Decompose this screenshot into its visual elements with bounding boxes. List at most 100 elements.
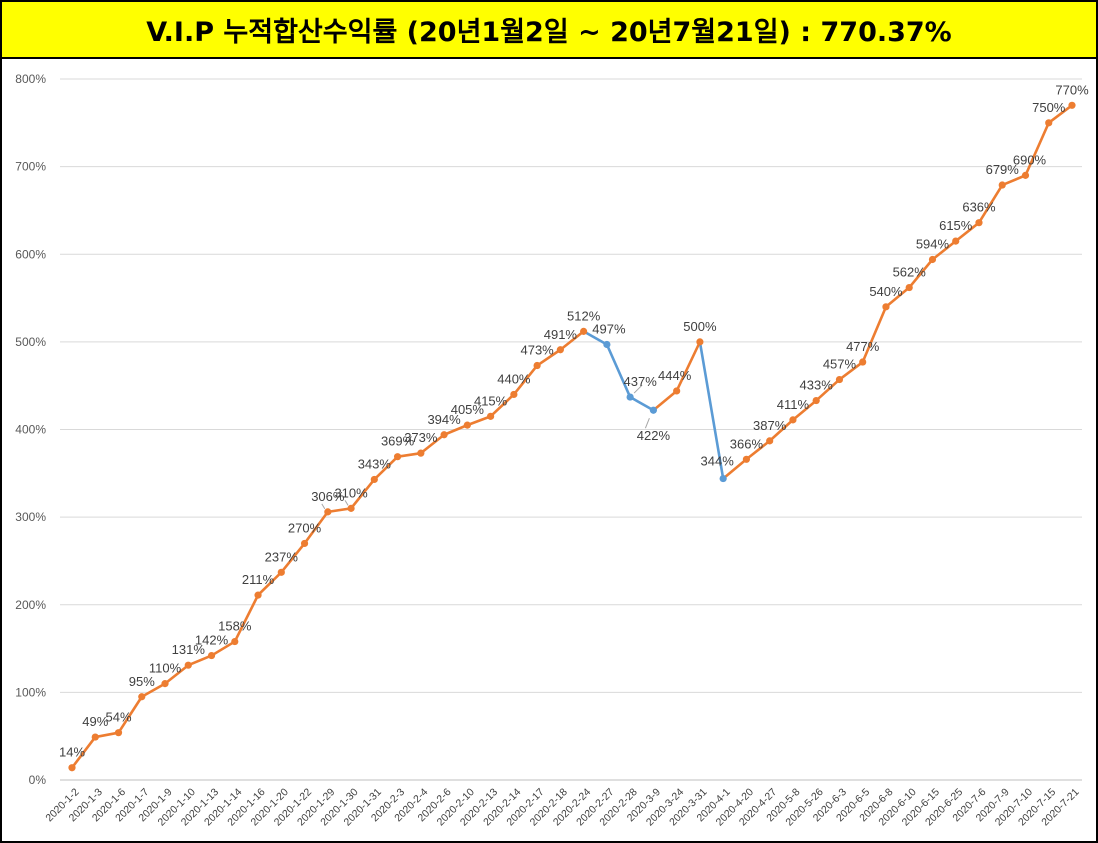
data-labels: 14% 49%54% 95%110% 131%142%158% 211% 237% 270%… (59, 82, 1089, 759)
series-segment (1047, 103, 1074, 125)
series-segment (652, 389, 678, 412)
y-tick-label: 500% (15, 335, 46, 349)
data-label: 369% (381, 434, 415, 449)
y-tick-label: 400% (15, 423, 46, 437)
series-lines (70, 103, 1074, 770)
series-segment (396, 451, 423, 458)
data-label: 343% (358, 456, 392, 471)
data-point (463, 421, 471, 429)
series-segment (163, 663, 190, 685)
data-point (603, 340, 611, 349)
leader-line (344, 500, 349, 506)
data-point (580, 327, 588, 335)
series-segment (628, 395, 655, 412)
data-point (277, 568, 285, 576)
series-segment (233, 593, 260, 643)
data-label: 415% (474, 393, 508, 408)
series-segment (466, 415, 492, 427)
series-segment (256, 571, 283, 597)
data-point (533, 361, 541, 370)
series-segment (768, 418, 795, 443)
data-label: 444% (658, 368, 692, 383)
leader-line (321, 503, 326, 510)
data-label: 562% (893, 265, 927, 280)
chart-title: V.I.P 누적합산수익률 (20년1월2일 ~ 20년7월21일) : 770… (146, 17, 952, 48)
y-tick-label: 0% (29, 773, 47, 787)
data-point (742, 455, 751, 463)
data-label: 110% (149, 661, 182, 676)
data-label: 540% (869, 284, 903, 299)
gridlines (60, 78, 1082, 781)
data-label: 387% (753, 418, 787, 433)
series-segment (814, 378, 841, 402)
series-segment (582, 330, 609, 346)
leader-line (644, 418, 650, 429)
data-label: 95% (129, 674, 155, 689)
data-point (998, 181, 1006, 189)
data-label: 473% (520, 343, 554, 358)
y-tick-label: 600% (15, 247, 46, 261)
data-label: 211% (242, 572, 275, 587)
series-segment (535, 348, 562, 367)
series-segment (605, 343, 632, 399)
series-segment (280, 542, 306, 574)
series-segment (675, 340, 702, 393)
series-segment (838, 360, 864, 381)
data-point (928, 255, 937, 264)
series-segment (70, 735, 97, 770)
data-label: 433% (800, 378, 834, 393)
data-point (254, 591, 262, 599)
data-label: 679% (986, 162, 1020, 177)
series-segment (373, 455, 399, 481)
data-point (161, 680, 169, 688)
data-label: 306% (311, 489, 345, 504)
data-label: 422% (637, 428, 671, 443)
series-segment (791, 399, 818, 422)
data-label: 512% (567, 308, 601, 323)
data-point (300, 539, 309, 548)
series-segment (210, 640, 237, 657)
data-point (231, 637, 239, 646)
series-segment (140, 682, 167, 699)
data-label: 270% (288, 520, 322, 535)
data-label: 394% (427, 412, 461, 427)
data-label: 366% (730, 436, 764, 451)
data-label: 14% (59, 745, 85, 760)
y-tick-label: 300% (15, 510, 46, 524)
series-segment (559, 330, 585, 352)
series-segment (489, 393, 516, 418)
data-point (510, 390, 518, 399)
data-point (975, 219, 983, 227)
data-label: 237% (265, 549, 299, 564)
data-label: 411% (777, 397, 810, 412)
series-segment (186, 654, 213, 667)
data-point (859, 358, 867, 366)
series-segment (349, 478, 376, 510)
data-point (556, 346, 564, 354)
data-point (812, 396, 820, 405)
series-segment (745, 439, 771, 461)
y-tick-label: 800% (15, 72, 46, 86)
line-chart: 0% 100% 200% 300% 400% 500% 600% 700% 800% 2020-… (15, 72, 1089, 828)
series-segment (442, 423, 469, 437)
series-segment (931, 239, 958, 261)
data-point (789, 416, 797, 424)
series-segment (861, 305, 888, 364)
data-label: 636% (962, 200, 996, 215)
data-label: 405% (451, 402, 485, 417)
data-point (440, 431, 448, 439)
data-label: 373% (404, 430, 438, 445)
data-label: 344% (701, 454, 735, 469)
data-point (393, 453, 402, 461)
data-point (626, 393, 634, 401)
title-bar: V.I.P 누적합산수익률 (20년1월2일 ~ 20년7월21일) : 770… (2, 2, 1096, 59)
data-point (417, 449, 425, 457)
data-label: 437% (624, 374, 658, 389)
data-point (184, 661, 192, 669)
series-segment (1000, 174, 1027, 187)
data-label: 497% (592, 322, 626, 337)
series-points (68, 101, 1076, 772)
series-segment (326, 507, 353, 514)
data-point (347, 504, 355, 512)
series-segment (721, 457, 748, 480)
